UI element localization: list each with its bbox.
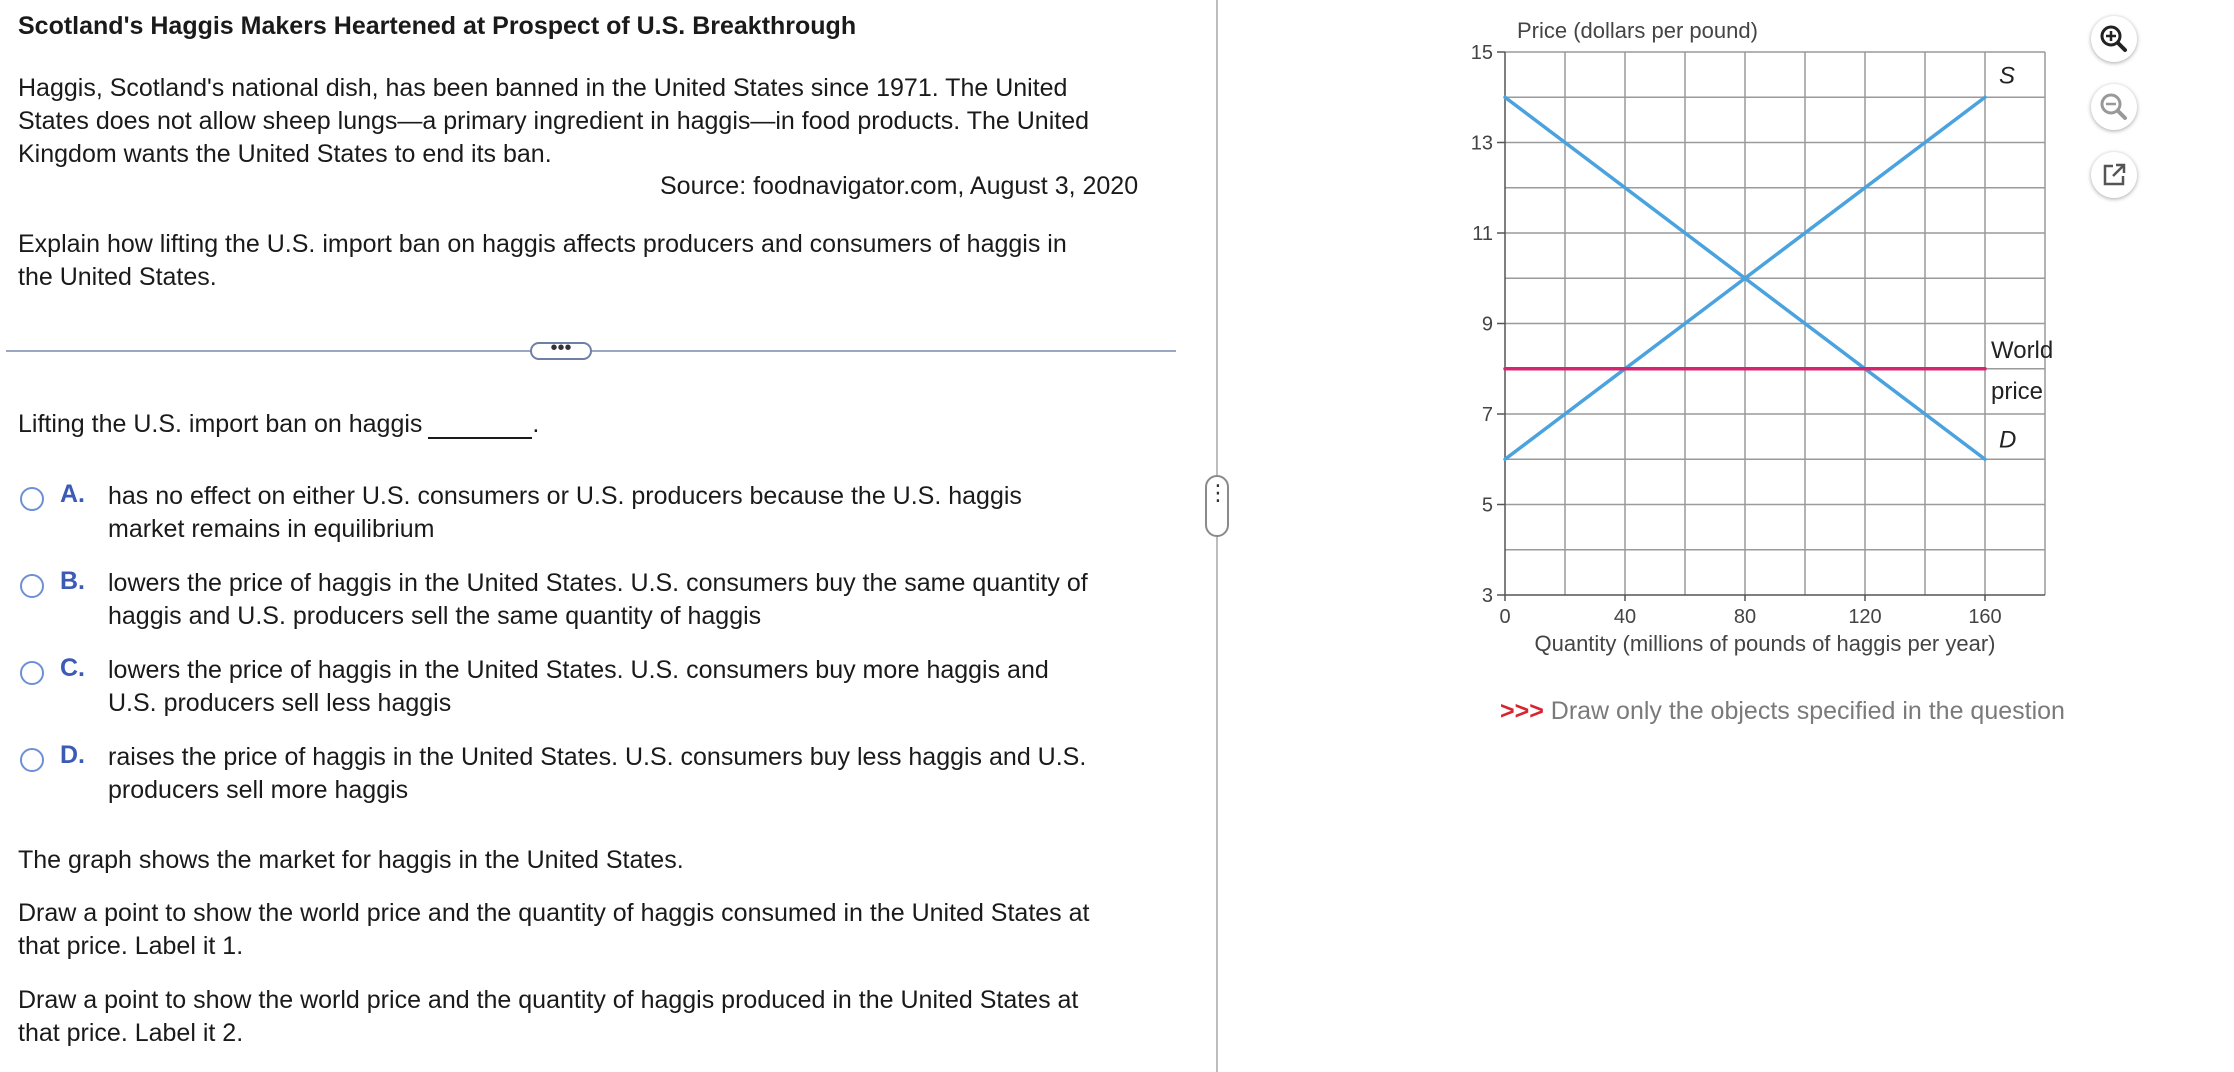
x-tick-label: 0 xyxy=(1499,606,1510,628)
option-b-radio[interactable] xyxy=(20,574,44,598)
y-tick-label: 13 xyxy=(1471,133,1493,155)
instruction-line: Draw a point to show the world price and… xyxy=(18,899,1090,927)
y-axis-label: Price (dollars per pound) xyxy=(1517,18,1758,43)
article-source: Source: foodnavigator.com, August 3, 202… xyxy=(660,172,1139,200)
answer-blank xyxy=(428,419,533,439)
market-chart[interactable]: 3 5 7 9 11 13 15 0 40 80 120 160 Price (dollars per … xyxy=(1420,0,2120,760)
article-paragraph: Haggis, Scotland's national dish, has be… xyxy=(18,72,1178,171)
y-tick-label: 9 xyxy=(1482,314,1493,336)
x-tick-label: 120 xyxy=(1848,606,1881,628)
stem-end: . xyxy=(532,410,540,438)
pop-out-button[interactable] xyxy=(2091,152,2137,198)
option-line: lowers the price of haggis in the United… xyxy=(108,569,1088,597)
question-prompt: Explain how lifting the U.S. import ban … xyxy=(18,228,1178,294)
instruction-2: Draw a point to show the world price and… xyxy=(18,984,1178,1050)
x-axis-label: Quantity (millions of pounds of haggis p… xyxy=(1534,631,1995,656)
option-line: U.S. producers sell less haggis xyxy=(108,689,452,717)
option-c-letter: C. xyxy=(60,654,85,682)
x-tick-label: 160 xyxy=(1968,606,2001,628)
series-line-d[interactable] xyxy=(1503,95,1987,461)
article-line: Haggis, Scotland's national dish, has be… xyxy=(18,74,1068,102)
option-a-radio[interactable] xyxy=(20,487,44,511)
answer-stem: Lifting the U.S. import ban on haggis. xyxy=(18,410,539,439)
zoom-out-icon xyxy=(2100,93,2127,120)
x-tick-label: 80 xyxy=(1734,606,1756,628)
option-b-text: lowers the price of haggis in the United… xyxy=(108,567,1168,633)
instruction-1: Draw a point to show the world price and… xyxy=(18,897,1178,963)
article-line: Kingdom wants the United States to end i… xyxy=(18,140,552,168)
option-d-radio[interactable] xyxy=(20,748,44,772)
option-a-letter: A. xyxy=(60,480,85,508)
option-line: market remains in equilibrium xyxy=(108,515,435,543)
pop-out-icon xyxy=(2103,163,2126,186)
zoom-in-icon xyxy=(2100,25,2127,52)
x-tick-label: 40 xyxy=(1614,606,1636,628)
zoom-in-button[interactable] xyxy=(2091,16,2137,62)
world-price-label-line: World xyxy=(1991,337,2053,364)
option-line: haggis and U.S. producers sell the same … xyxy=(108,602,762,630)
panel-resize-handle[interactable]: ⋮ xyxy=(1205,475,1229,537)
graph-intro: The graph shows the market for haggis in… xyxy=(18,846,684,874)
graph-instruction-note: >>> Draw only the objects specified in t… xyxy=(1500,697,2065,726)
option-c-radio[interactable] xyxy=(20,661,44,685)
y-tick-label: 15 xyxy=(1471,42,1493,64)
option-d-text: raises the price of haggis in the United… xyxy=(108,741,1168,807)
option-line: raises the price of haggis in the United… xyxy=(108,743,1087,771)
y-tick-label: 3 xyxy=(1482,585,1493,607)
option-b-letter: B. xyxy=(60,567,85,595)
option-line: lowers the price of haggis in the United… xyxy=(108,656,1049,684)
question-title: Scotland's Haggis Makers Heartened at Pr… xyxy=(18,12,857,40)
supply-curve-label: S xyxy=(1999,62,2015,89)
y-tick-label: 5 xyxy=(1482,495,1493,517)
option-c[interactable]: C. lowers the price of haggis in the Uni… xyxy=(20,654,1180,724)
option-a[interactable]: A. has no effect on either U.S. consumer… xyxy=(20,480,1180,550)
option-c-text: lowers the price of haggis in the United… xyxy=(108,654,1168,720)
y-tick-label: 11 xyxy=(1472,223,1493,245)
demand-curve-label: D xyxy=(1999,426,2016,453)
option-a-text: has no effect on either U.S. consumers o… xyxy=(108,480,1168,546)
zoom-out-button[interactable] xyxy=(2091,84,2137,130)
instruction-line: that price. Label it 2. xyxy=(18,1019,244,1047)
option-line: has no effect on either U.S. consumers o… xyxy=(108,482,1022,510)
prompt-line: the United States. xyxy=(18,263,217,291)
option-line: producers sell more haggis xyxy=(108,776,409,804)
note-arrows: >>> xyxy=(1500,697,1544,725)
expand-more-button[interactable]: ••• xyxy=(530,338,592,360)
instruction-line: that price. Label it 1. xyxy=(18,932,244,960)
article-line: States does not allow sheep lungs—a prim… xyxy=(18,107,1089,135)
option-b[interactable]: B. lowers the price of haggis in the Uni… xyxy=(20,567,1180,637)
instruction-line: Draw a point to show the world price and… xyxy=(18,986,1079,1014)
world-price-label-line: price xyxy=(1991,378,2043,405)
graph-panel: 3 5 7 9 11 13 15 0 40 80 120 160 Price (dollars per … xyxy=(1420,0,2120,760)
option-d[interactable]: D. raises the price of haggis in the Uni… xyxy=(20,741,1180,811)
prompt-line: Explain how lifting the U.S. import ban … xyxy=(18,230,1067,258)
stem-text: Lifting the U.S. import ban on haggis xyxy=(18,410,423,438)
option-d-letter: D. xyxy=(60,741,85,769)
question-panel: Scotland's Haggis Makers Heartened at Pr… xyxy=(6,12,1180,1050)
y-tick-label: 7 xyxy=(1482,404,1493,426)
note-text: Draw only the objects specified in the q… xyxy=(1543,697,2065,725)
